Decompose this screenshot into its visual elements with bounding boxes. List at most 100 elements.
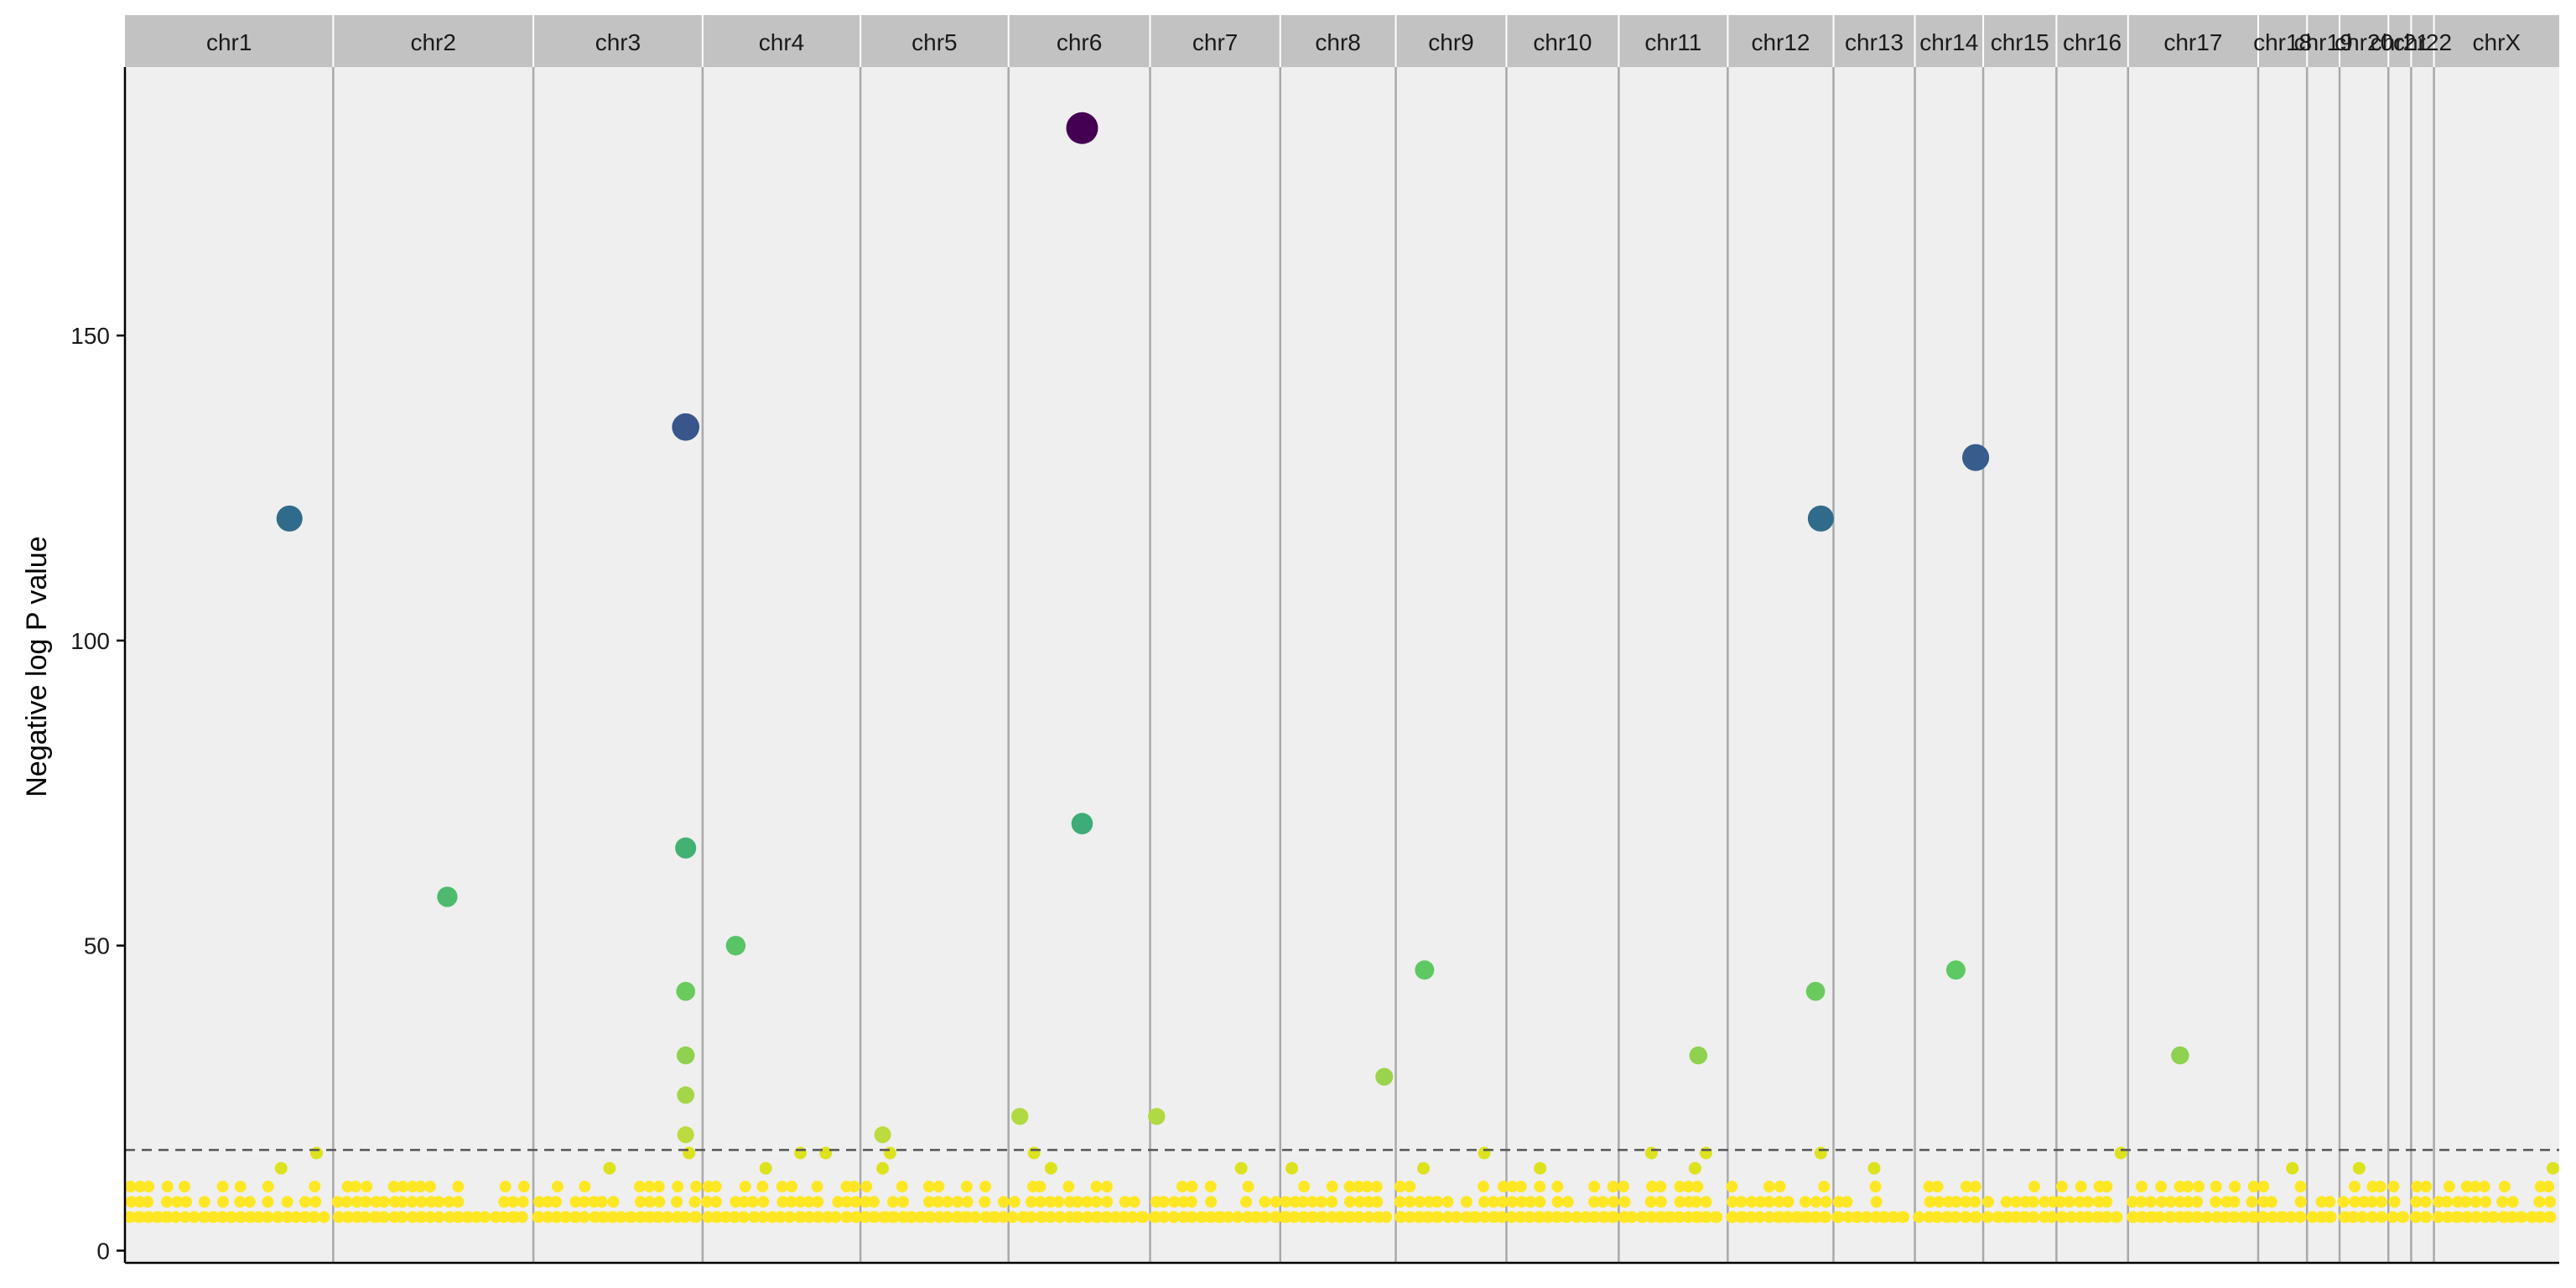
- background-point: [883, 1146, 896, 1160]
- background-point: [1280, 1196, 1292, 1208]
- background-point: [1431, 1211, 1443, 1223]
- background-point: [2191, 1211, 2204, 1223]
- background-point: [2397, 1211, 2410, 1223]
- background-point: [1506, 1181, 1519, 1193]
- background-point: [1673, 1211, 1685, 1223]
- background-point: [1186, 1181, 1198, 1193]
- background-point: [661, 1211, 673, 1223]
- background-point: [423, 1211, 436, 1223]
- background-point: [1969, 1196, 1981, 1208]
- background-point: [1497, 1196, 1509, 1208]
- background-point: [2349, 1181, 2361, 1193]
- background-point: [517, 1196, 529, 1208]
- strip-label-chr15: chr15: [1991, 29, 2049, 55]
- background-point: [1534, 1161, 1547, 1175]
- strip-chr9: [1395, 15, 1507, 67]
- background-point: [2228, 1196, 2241, 1208]
- data-point-chr11: [1689, 1046, 1708, 1065]
- background-point: [757, 1211, 770, 1223]
- background-point: [1654, 1211, 1666, 1223]
- strip-chr14: [1914, 15, 1984, 67]
- data-point-chr3: [677, 1126, 694, 1144]
- strip-chr2: [333, 15, 534, 67]
- background-point: [143, 1181, 155, 1193]
- background-point: [652, 1181, 665, 1193]
- background-point: [1950, 1211, 1962, 1223]
- background-point: [1306, 1196, 1319, 1208]
- background-point: [1782, 1196, 1794, 1208]
- y-tick-label: 150: [70, 323, 110, 349]
- background-point: [737, 1211, 750, 1223]
- data-point-chr3: [676, 981, 696, 1001]
- background-point: [2323, 1211, 2335, 1223]
- background-point: [1204, 1181, 1217, 1193]
- strip-chr12: [1727, 15, 1834, 67]
- background-point: [2193, 1181, 2205, 1193]
- background-point: [2411, 1181, 2423, 1193]
- background-point: [341, 1211, 354, 1223]
- background-point: [1534, 1181, 1546, 1193]
- background-point: [1053, 1211, 1066, 1223]
- significant-points: [276, 112, 2189, 1144]
- background-point: [452, 1181, 465, 1193]
- background-point: [1168, 1196, 1181, 1208]
- background-point: [1185, 1196, 1197, 1208]
- background-point: [2191, 1196, 2204, 1208]
- background-point: [786, 1181, 798, 1193]
- strip-label-chr9: chr9: [1428, 29, 1473, 55]
- background-point: [479, 1211, 491, 1223]
- background-point: [1204, 1211, 1217, 1223]
- background-point: [2387, 1181, 2400, 1193]
- background-point: [1607, 1181, 1619, 1193]
- strip-label-chr19: chr19: [2294, 29, 2353, 55]
- background-point: [2544, 1211, 2557, 1223]
- background-point: [1644, 1146, 1658, 1160]
- background-point: [1025, 1211, 1037, 1223]
- strip-chr17: [2127, 15, 2259, 67]
- background-point: [1315, 1196, 1327, 1208]
- background-point: [1126, 1211, 1139, 1223]
- background-point: [595, 1196, 608, 1208]
- background-point: [2153, 1211, 2166, 1223]
- background-point: [1896, 1211, 1909, 1223]
- background-point: [1487, 1211, 1499, 1223]
- background-point: [414, 1181, 427, 1193]
- background-point: [941, 1196, 953, 1208]
- background-point: [1734, 1211, 1747, 1223]
- background-point: [1119, 1196, 1131, 1208]
- background-point: [774, 1211, 787, 1223]
- background-point: [387, 1181, 400, 1193]
- background-point: [783, 1211, 796, 1223]
- background-point: [350, 1181, 362, 1193]
- background-point: [1735, 1196, 1748, 1208]
- strip-chr11: [1618, 15, 1728, 67]
- background-point: [2135, 1211, 2148, 1223]
- background-point: [224, 1211, 236, 1223]
- axes: 0 50 100 150: [70, 67, 2559, 1264]
- background-point: [2144, 1196, 2157, 1208]
- background-point: [2294, 1181, 2307, 1193]
- background-point: [1269, 1211, 1281, 1223]
- background-point: [1326, 1196, 1338, 1208]
- background-point: [1027, 1146, 1041, 1160]
- background-point: [1497, 1181, 1509, 1193]
- background-point: [2420, 1181, 2433, 1193]
- background-point: [1524, 1196, 1537, 1208]
- background-point: [1306, 1211, 1318, 1223]
- background-point: [1240, 1196, 1253, 1208]
- strip-chr10: [1506, 15, 1619, 67]
- data-point-chr3: [676, 1046, 695, 1065]
- background-point: [2388, 1196, 2401, 1208]
- background-point: [877, 1211, 890, 1223]
- background-point: [516, 1211, 528, 1223]
- background-point: [2054, 1196, 2067, 1208]
- background-point: [2460, 1181, 2473, 1193]
- background-point: [1587, 1211, 1600, 1223]
- panel-background: [125, 67, 2559, 1263]
- background-point: [2010, 1196, 2023, 1208]
- background-point: [1315, 1211, 1327, 1223]
- background-point: [452, 1196, 465, 1208]
- background-point: [2375, 1196, 2387, 1208]
- background-point: [1034, 1181, 1046, 1193]
- strip-label-chr8: chr8: [1315, 29, 1360, 55]
